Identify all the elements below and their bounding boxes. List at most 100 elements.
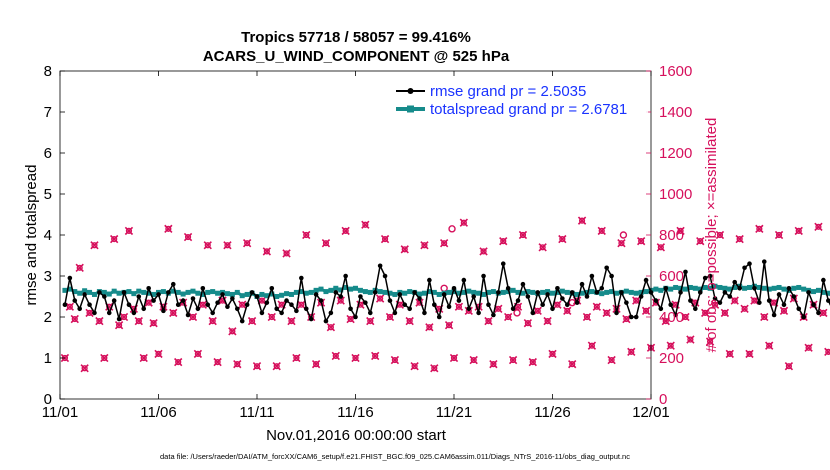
rmse-point: [106, 310, 112, 316]
x-tick-label-6: 12/01: [632, 404, 670, 421]
y-left-tick-label-6: 6: [44, 145, 52, 162]
obs-assimilated-marker: [819, 308, 828, 318]
rmse-point: [791, 294, 797, 299]
obs-assimilated-marker: [794, 226, 803, 236]
totalspread-point: [485, 289, 491, 295]
rmse-point: [683, 269, 688, 275]
obs-assimilated-marker: [385, 312, 395, 322]
y-left-tick-label-5: 5: [44, 186, 52, 203]
rmse-point: [372, 290, 378, 295]
obs-assimilated-marker: [484, 316, 493, 326]
obs-assimilated-marker: [696, 236, 705, 246]
obs-assimilated-marker: [577, 216, 587, 225]
obs-assimilated-marker: [622, 314, 631, 324]
rmse-point: [722, 290, 728, 295]
obs-assimilated-marker: [528, 357, 537, 367]
rmse-point: [289, 302, 294, 308]
obs-assimilated-marker: [705, 337, 715, 346]
totalspread-point: [702, 284, 708, 290]
obs-assimilated-marker: [740, 304, 749, 313]
obs-assimilated-marker: [410, 362, 419, 371]
totalspread-point: [274, 294, 280, 299]
obs-assimilated-marker: [321, 239, 331, 248]
rmse-point: [131, 310, 137, 316]
rmse-point: [766, 298, 772, 303]
totalspread-point: [269, 291, 275, 297]
rmse-point: [653, 298, 659, 303]
rmse-point: [299, 275, 304, 281]
rmse-point: [806, 290, 811, 295]
rmse-point: [185, 312, 191, 318]
obs-assimilated-marker: [710, 300, 720, 309]
obs-assimilated-marker: [715, 230, 725, 240]
rmse-point: [397, 292, 403, 297]
totalspread-point: [687, 284, 693, 290]
obs-assimilated-marker: [676, 226, 685, 236]
obs-possible-marker: [440, 284, 448, 292]
obs-assimilated-marker: [420, 241, 429, 250]
totalspread-point: [170, 288, 176, 294]
rmse-point: [367, 310, 373, 316]
totalspread-point: [540, 289, 546, 295]
x-tick-label-4: 11/21: [436, 404, 472, 421]
totalspread-point: [707, 285, 713, 291]
legend: rmse grand pr = 2.5035 totalspread grand…: [390, 79, 648, 118]
totalspread-point: [402, 290, 408, 296]
totalspread-point: [668, 286, 674, 292]
rmse-point: [624, 300, 629, 305]
totalspread-point: [653, 286, 659, 292]
obs-assimilated-marker: [287, 316, 296, 326]
rmse-point: [387, 298, 393, 303]
totalspread-point: [333, 285, 339, 291]
totalspread-point: [387, 290, 393, 296]
rmse-point: [363, 300, 368, 305]
obs-assimilated-marker: [405, 316, 414, 326]
rmse-point: [407, 306, 412, 312]
rmse-point: [481, 273, 486, 279]
obs-assimilated-marker: [553, 300, 562, 309]
rmse-point: [235, 306, 240, 312]
rmse-point: [353, 314, 358, 320]
rmse-point: [712, 296, 718, 301]
totalspread-point: [559, 288, 565, 294]
obs-assimilated-marker: [203, 241, 212, 250]
obs-assimilated-marker: [267, 312, 276, 322]
obs-assimilated-marker: [380, 234, 390, 244]
totalspread-point: [353, 285, 358, 291]
legend-box: [390, 79, 648, 118]
footnote: data file: /Users/raeder/DAI/ATM_forcXX/…: [160, 452, 630, 461]
rmse-point: [579, 281, 585, 287]
obs-assimilated-marker: [361, 220, 370, 229]
rmse-point: [343, 273, 348, 279]
rmse-point: [116, 316, 122, 322]
obs-assimilated-marker: [804, 343, 813, 352]
rmse-point: [752, 286, 757, 291]
totalspread-point: [761, 285, 767, 291]
plot-frame: [59, 70, 652, 400]
obs-assimilated-marker: [582, 312, 592, 322]
x-axis-ticks: 11/01 11/06 11/11 11/16 11/21 11/26 12/01: [42, 71, 670, 421]
obs-assimilated-marker: [563, 306, 572, 316]
y-left-tick-label-1: 1: [44, 350, 52, 367]
totalspread-point: [579, 290, 585, 296]
obs-assimilated-marker: [198, 300, 207, 309]
rmse-point: [540, 302, 545, 308]
rmse-point: [451, 286, 457, 291]
y-right-tick-label-2: 400: [659, 309, 684, 326]
rmse-point: [417, 296, 422, 301]
rmse-point: [97, 290, 102, 295]
totalspread-point: [303, 290, 309, 296]
obs-assimilated-marker: [193, 349, 203, 359]
obs-assimilated-marker: [282, 249, 291, 258]
totalspread-point: [697, 286, 703, 292]
rmse-point: [141, 306, 147, 312]
totalspread-point: [638, 289, 644, 295]
totalspread-point: [712, 283, 718, 289]
totalspread-point: [673, 284, 679, 290]
rmse-point: [244, 302, 250, 308]
obs-assimilated-marker: [587, 341, 597, 350]
totalspread-point: [727, 286, 733, 292]
rmse-point: [619, 290, 624, 295]
totalspread-point: [72, 289, 78, 295]
rmse-point: [92, 310, 97, 316]
